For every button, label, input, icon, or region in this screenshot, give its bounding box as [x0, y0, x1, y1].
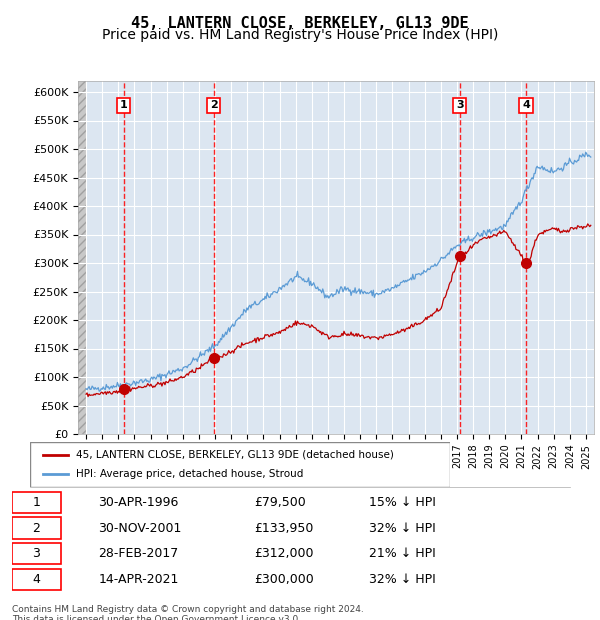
Text: 3: 3 [32, 547, 40, 560]
Text: HPI: Average price, detached house, Stroud: HPI: Average price, detached house, Stro… [76, 469, 304, 479]
Text: Contains HM Land Registry data © Crown copyright and database right 2024.
This d: Contains HM Land Registry data © Crown c… [12, 604, 364, 620]
Text: 3: 3 [456, 100, 463, 110]
Text: 2: 2 [210, 100, 218, 110]
Text: 4: 4 [522, 100, 530, 110]
Text: 21% ↓ HPI: 21% ↓ HPI [369, 547, 436, 560]
Text: £79,500: £79,500 [254, 496, 305, 509]
FancyBboxPatch shape [12, 569, 61, 590]
Text: 30-APR-1996: 30-APR-1996 [98, 496, 179, 509]
Text: £133,950: £133,950 [254, 521, 313, 534]
FancyBboxPatch shape [12, 518, 61, 539]
Text: 14-APR-2021: 14-APR-2021 [98, 573, 179, 586]
Text: 32% ↓ HPI: 32% ↓ HPI [369, 573, 436, 586]
Text: 30-NOV-2001: 30-NOV-2001 [98, 521, 182, 534]
Text: 32% ↓ HPI: 32% ↓ HPI [369, 521, 436, 534]
Text: 45, LANTERN CLOSE, BERKELEY, GL13 9DE: 45, LANTERN CLOSE, BERKELEY, GL13 9DE [131, 16, 469, 30]
Text: 4: 4 [32, 573, 40, 586]
Text: £312,000: £312,000 [254, 547, 313, 560]
Bar [78, 81, 86, 434]
Text: 1: 1 [120, 100, 128, 110]
FancyBboxPatch shape [12, 492, 61, 513]
Text: Price paid vs. HM Land Registry's House Price Index (HPI): Price paid vs. HM Land Registry's House … [102, 28, 498, 42]
Text: 1: 1 [32, 496, 40, 509]
FancyBboxPatch shape [12, 543, 61, 564]
Bar [78, 81, 86, 434]
Text: 45, LANTERN CLOSE, BERKELEY, GL13 9DE (detached house): 45, LANTERN CLOSE, BERKELEY, GL13 9DE (d… [76, 450, 394, 459]
Text: £300,000: £300,000 [254, 573, 314, 586]
Text: 28-FEB-2017: 28-FEB-2017 [98, 547, 179, 560]
Text: 15% ↓ HPI: 15% ↓ HPI [369, 496, 436, 509]
Text: 2: 2 [32, 521, 40, 534]
